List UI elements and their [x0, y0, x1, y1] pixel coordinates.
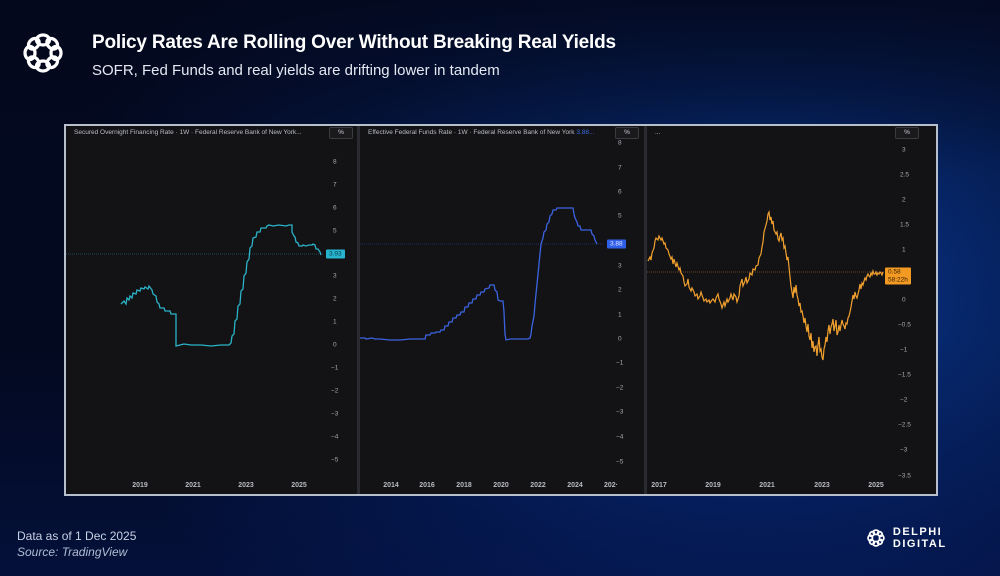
delphi-knot-icon: [867, 529, 885, 547]
y-tick: 7: [618, 164, 622, 172]
y-tick: 0: [333, 341, 337, 349]
x-tick: 2019: [132, 482, 148, 489]
y-tick: 2: [333, 295, 337, 303]
x-tick: 2017: [651, 482, 667, 489]
page-subtitle: SOFR, Fed Funds and real yields are drif…: [92, 62, 500, 79]
sofr-chart-panel[interactable]: Secured Overnight Financing Rate · 1W · …: [66, 126, 357, 494]
y-tick: 8: [333, 158, 337, 166]
y-tick: 2.5: [900, 171, 910, 179]
real-yield-last-value-tag: 0.58 58:22h: [885, 267, 911, 285]
y-tick: −0.5: [898, 321, 911, 329]
effr-title-value: 3.88...: [576, 129, 595, 136]
y-tick: −3.5: [898, 472, 911, 480]
y-tick: −2: [331, 387, 339, 395]
effr-title-text: Effective Federal Funds Rate · 1W · Fede…: [368, 129, 575, 136]
x-tick: 2020: [493, 482, 509, 489]
y-tick: −2: [900, 396, 908, 404]
delphi-knot-icon: [23, 33, 63, 73]
x-tick: 2024: [567, 482, 583, 489]
effr-line-plot: [360, 207, 604, 341]
x-tick: 2016: [419, 482, 435, 489]
y-tick: −2: [616, 384, 624, 392]
y-tick: −1: [616, 359, 624, 367]
effr-chart-panel[interactable]: Effective Federal Funds Rate · 1W · Fede…: [357, 126, 644, 494]
y-tick: −1: [900, 346, 908, 354]
y-tick: 7: [333, 181, 337, 189]
sofr-unit-button[interactable]: %: [329, 127, 353, 139]
y-tick: 0: [902, 296, 906, 304]
sofr-last-value-tag: 3.93: [326, 249, 345, 259]
x-tick: 2021: [759, 482, 775, 489]
y-tick: 1: [618, 311, 622, 319]
x-tick: 2021: [185, 482, 201, 489]
brand-logo: DELPHI DIGITAL: [865, 526, 1000, 550]
y-tick: 5: [333, 227, 337, 235]
y-tick: −2.5: [898, 421, 911, 429]
y-tick: −1.5: [898, 371, 911, 379]
x-tick: 202·: [603, 482, 619, 489]
y-tick: −5: [616, 458, 624, 466]
y-tick: 0: [618, 335, 622, 343]
y-tick: 2: [618, 286, 622, 294]
y-tick: 8: [618, 139, 622, 147]
y-tick: 6: [618, 188, 622, 196]
y-tick: −5: [331, 456, 339, 464]
footer: Data as of 1 Dec 2025 Source: TradingVie…: [17, 529, 136, 559]
x-tick: 2025: [868, 482, 884, 489]
real-yield-unit-button[interactable]: %: [895, 127, 919, 139]
y-tick: −3: [331, 410, 339, 418]
effr-unit-button[interactable]: %: [615, 127, 639, 139]
x-tick: 2023: [238, 482, 254, 489]
y-tick: 1.5: [900, 221, 910, 229]
y-tick: 3: [902, 146, 906, 154]
real-yield-line-plot: [647, 209, 891, 361]
y-tick: 5: [618, 212, 622, 220]
real-yield-last-value: 0.58: [888, 268, 901, 276]
y-tick: −3: [616, 408, 624, 416]
effr-series-title: Effective Federal Funds Rate · 1W · Fede…: [368, 129, 594, 136]
x-tick: 2014: [383, 482, 399, 489]
real-yield-chart-panel[interactable]: ... % 0.58 58:22h 3 2.5 2 1.5 1 0 −0.5 −…: [644, 126, 936, 494]
chart-frame: Secured Overnight Financing Rate · 1W · …: [64, 124, 938, 496]
y-tick: −3: [900, 446, 908, 454]
real-yield-series-title: ...: [655, 129, 661, 136]
y-tick: 6: [333, 204, 337, 212]
real-yield-countdown: 58:22h: [888, 276, 908, 283]
header: Policy Rates Are Rolling Over Without Br…: [18, 28, 616, 79]
data-source: Source: TradingView: [17, 545, 128, 559]
y-tick: 1: [902, 246, 906, 254]
y-tick: 3: [333, 272, 337, 280]
y-tick: −4: [616, 433, 624, 441]
page-title: Policy Rates Are Rolling Over Without Br…: [92, 32, 616, 53]
sofr-series-title: Secured Overnight Financing Rate · 1W · …: [74, 129, 302, 136]
sofr-line-plot: [66, 224, 324, 347]
x-tick: 2018: [456, 482, 472, 489]
x-tick: 2025: [291, 482, 307, 489]
y-tick: −4: [331, 433, 339, 441]
data-as-of: Data as of 1 Dec 2025: [17, 529, 137, 543]
y-tick: 2: [902, 196, 906, 204]
x-tick: 2022: [530, 482, 546, 489]
brand-name: DELPHI DIGITAL: [892, 526, 947, 550]
effr-last-value-tag: 3.88: [607, 239, 626, 249]
y-tick: −1: [331, 364, 339, 372]
y-tick: 1: [333, 318, 337, 326]
x-tick: 2023: [814, 482, 830, 489]
y-tick: 3: [618, 262, 622, 270]
x-tick: 2019: [705, 482, 721, 489]
